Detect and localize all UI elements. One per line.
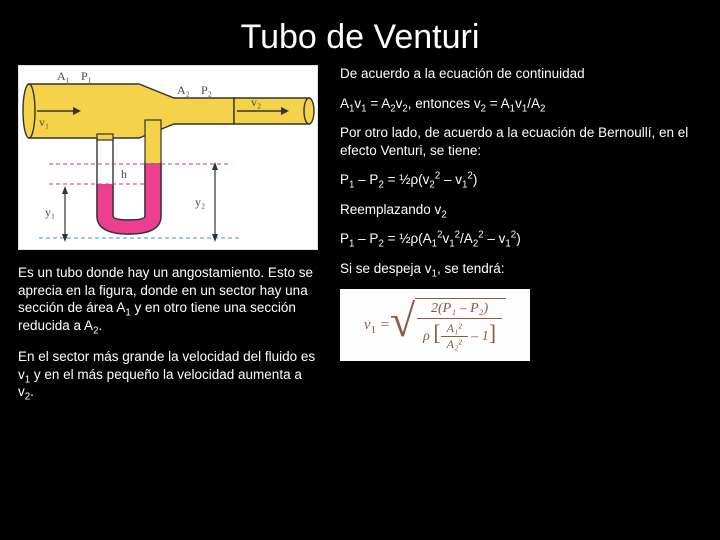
eq-bernoulli: P1 – P2 = ½ρ(v22 – v12) [340,171,692,189]
content-row: A₁ P₁ A₂ P₂ v₁ v₂ h y₁ y₂ Es un tubo don… [0,65,720,401]
p-solve: Si se despeja v1, se tendrá: [340,260,692,278]
p-bernoulli: Por otro lado, de acuerdo a la ecuación … [340,124,692,159]
eq-replace: P1 – P2 = ½ρ(A12v12/A22 – v12) [340,230,692,248]
right-column: De acuerdo a la ecuación de continuidad … [340,65,692,401]
lbl-y1: y₁ [45,205,55,219]
lbl-A1: A₁ [57,69,70,83]
left-para-2: En el sector más grande la velocidad del… [18,348,318,401]
lbl-A2: A₂ [177,83,190,97]
venturi-diagram: A₁ P₁ A₂ P₂ v₁ v₂ h y₁ y₂ [18,65,318,250]
p-replace: Reemplazando v2 [340,201,692,219]
lbl-P2: P₂ [201,83,212,97]
eq-continuity: A1v1 = A2v2, entonces v2 = A1v1/A2 [340,95,692,113]
lbl-y2: y₂ [195,195,205,209]
formula-v1: v1 = √ 2(P₁ – P₂) ρ [A₁²A₂² – 1] [340,289,530,361]
left-para-1: Es un tubo donde hay un angostamiento. E… [18,264,318,334]
p-continuity: De acuerdo a la ecuación de continuidad [340,65,692,83]
lbl-v2: v₂ [251,95,261,109]
venturi-svg: A₁ P₁ A₂ P₂ v₁ v₂ h y₁ y₂ [19,66,319,251]
page-title: Tubo de Venturi [0,0,720,65]
left-column: A₁ P₁ A₂ P₂ v₁ v₂ h y₁ y₂ Es un tubo don… [18,65,318,401]
lbl-v1: v₁ [39,115,49,129]
lbl-h: h [121,167,127,181]
lbl-P1: P₁ [81,69,92,83]
